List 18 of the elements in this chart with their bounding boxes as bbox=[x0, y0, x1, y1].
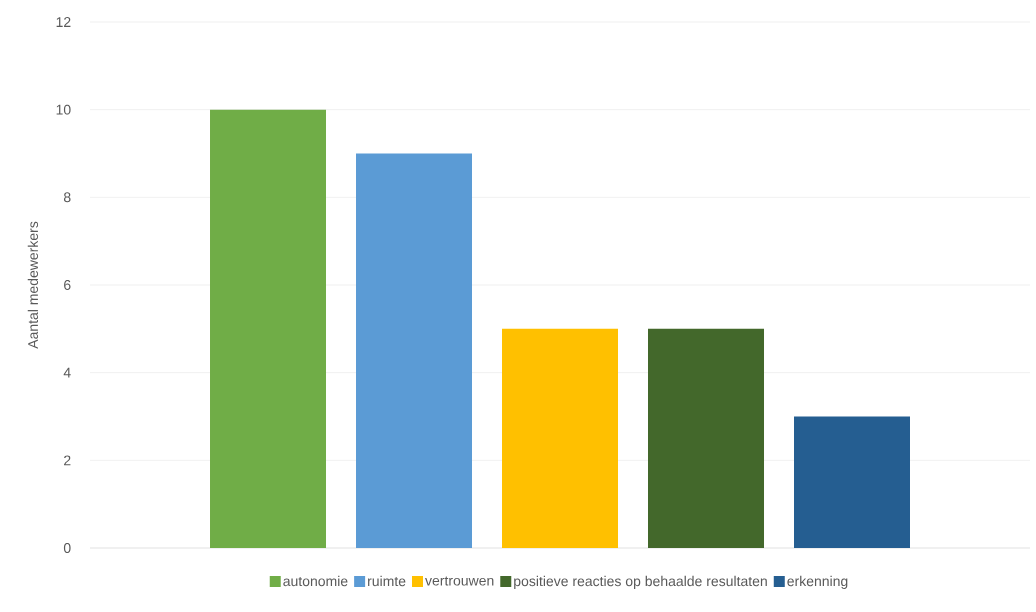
legend-label: positieve reacties op behaalde resultaten bbox=[514, 575, 767, 589]
bar bbox=[502, 328, 619, 548]
legend-label: erkenning bbox=[787, 575, 848, 589]
bar bbox=[794, 416, 910, 548]
y-tick-label: 0 bbox=[63, 543, 71, 553]
y-tick-label: 4 bbox=[63, 367, 71, 378]
legend-label: vertrouwen bbox=[425, 576, 494, 586]
y-tick-label: 8 bbox=[63, 192, 71, 203]
y-axis-title: Aantal medewerkers bbox=[27, 221, 39, 349]
y-tick-label: 2 bbox=[64, 455, 71, 466]
legend-label: ruimte bbox=[368, 575, 406, 587]
y-tick-label: 12 bbox=[56, 17, 71, 27]
y-tick-label: 6 bbox=[64, 280, 71, 290]
bar bbox=[356, 153, 473, 548]
bar bbox=[648, 328, 765, 548]
y-tick-label: 10 bbox=[56, 104, 71, 115]
legend-label: autonomie bbox=[283, 575, 348, 587]
bar bbox=[210, 109, 327, 548]
